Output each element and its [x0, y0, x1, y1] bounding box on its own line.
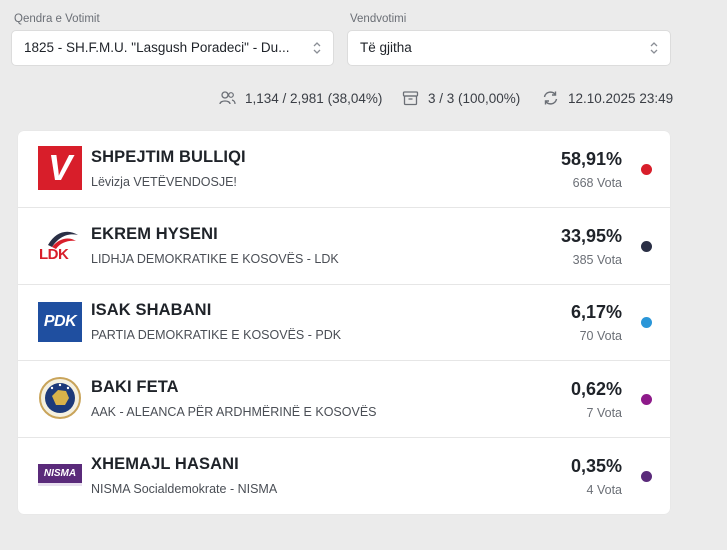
- vote-count: 385 Vota: [572, 253, 622, 267]
- result-row[interactable]: V SHPEJTIM BULLIQI Lëvizja VETËVENDOSJE!…: [18, 131, 670, 208]
- vetevendosje-logo: V: [38, 146, 82, 190]
- vote-count: 7 Vota: [586, 406, 622, 420]
- party-name: LIDHJA DEMOKRATIKE E KOSOVËS - LDK: [91, 252, 339, 266]
- result-row[interactable]: LDK EKREM HYSENI LIDHJA DEMOKRATIKE E KO…: [18, 208, 670, 285]
- chevron-updown-icon: [650, 42, 658, 54]
- result-row[interactable]: BAKI FETA AAK - ALEANCA PËR ARDHMËRINË E…: [18, 361, 670, 438]
- candidate-name: XHEMAJL HASANI: [91, 455, 239, 473]
- turnout-stat: 1,134 / 2,981 (38,04%): [219, 88, 382, 108]
- vote-percent: 0,62%: [570, 379, 622, 399]
- station-select-value: Të gjitha: [360, 40, 412, 55]
- refresh-icon: [543, 91, 558, 105]
- updated-value: 12.10.2025 23:49: [568, 90, 674, 106]
- vote-percent: 33,95%: [560, 226, 622, 246]
- vote-count: 4 Vota: [586, 483, 622, 497]
- ldk-logo: LDK: [38, 223, 82, 267]
- color-dot: [641, 471, 652, 482]
- candidate-name: SHPEJTIM BULLIQI: [91, 148, 246, 166]
- pdk-logo: PDK: [38, 302, 82, 342]
- station-select[interactable]: Të gjitha: [347, 30, 671, 66]
- candidate-name: BAKI FETA: [91, 378, 179, 396]
- color-dot: [641, 164, 652, 175]
- users-icon: [219, 91, 236, 105]
- candidate-name: ISAK SHABANI: [91, 301, 212, 319]
- vote-percent: 0,35%: [570, 456, 622, 476]
- results-card: V SHPEJTIM BULLIQI Lëvizja VETËVENDOSJE!…: [18, 131, 670, 514]
- center-select-value: 1825 - SH.F.M.U. "Lasgush Poradeci" - Du…: [24, 40, 290, 55]
- chevron-updown-icon: [313, 42, 321, 54]
- result-row[interactable]: NISMA XHEMAJL HASANI NISMA Socialdemokra…: [18, 438, 670, 515]
- aak-logo: [38, 376, 82, 420]
- party-name: NISMA Socialdemokrate - NISMA: [91, 482, 278, 496]
- updated-stat: 12.10.2025 23:49: [542, 88, 673, 108]
- ballot-box-icon: [402, 91, 419, 106]
- boxes-value: 3 / 3 (100,00%): [428, 90, 521, 106]
- turnout-value: 1,134 / 2,981 (38,04%): [245, 90, 383, 106]
- vote-count: 668 Vota: [572, 176, 622, 190]
- nisma-logo: NISMA: [38, 464, 82, 486]
- boxes-stat: 3 / 3 (100,00%): [402, 88, 520, 108]
- color-dot: [641, 317, 652, 328]
- station-label: Vendvotimi: [350, 13, 407, 25]
- color-dot: [641, 394, 652, 405]
- vote-count: 70 Vota: [579, 329, 622, 343]
- vote-percent: 58,91%: [560, 149, 622, 169]
- color-dot: [641, 241, 652, 252]
- party-name: PARTIA DEMOKRATIKE E KOSOVËS - PDK: [91, 328, 342, 342]
- party-name: Lëvizja VETËVENDOSJE!: [91, 175, 237, 189]
- result-row[interactable]: PDK ISAK SHABANI PARTIA DEMOKRATIKE E KO…: [18, 284, 670, 361]
- party-name: AAK - ALEANCA PËR ARDHMËRINË E KOSOVËS: [91, 405, 377, 419]
- candidate-name: EKREM HYSENI: [91, 225, 218, 243]
- center-label: Qendra e Votimit: [14, 13, 100, 25]
- vote-percent: 6,17%: [570, 302, 622, 322]
- center-select[interactable]: 1825 - SH.F.M.U. "Lasgush Poradeci" - Du…: [11, 30, 334, 66]
